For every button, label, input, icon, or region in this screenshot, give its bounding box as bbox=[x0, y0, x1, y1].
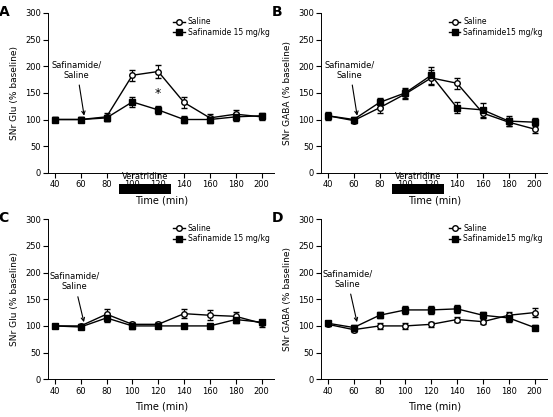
Text: *: * bbox=[155, 87, 161, 100]
Legend: Saline, Safinamide15 mg/kg: Saline, Safinamide15 mg/kg bbox=[448, 17, 544, 38]
Text: D: D bbox=[272, 211, 283, 225]
X-axis label: Time (min): Time (min) bbox=[135, 195, 188, 205]
Text: C: C bbox=[0, 211, 9, 225]
Text: Safinamide/
Saline: Safinamide/ Saline bbox=[322, 269, 372, 321]
Text: B: B bbox=[272, 5, 283, 19]
X-axis label: Time (min): Time (min) bbox=[135, 402, 188, 412]
Y-axis label: SNr GABA (% baseline): SNr GABA (% baseline) bbox=[283, 41, 293, 145]
X-axis label: Time (min): Time (min) bbox=[408, 402, 461, 412]
Text: A: A bbox=[0, 5, 9, 19]
Y-axis label: SNr Glu (% baseline): SNr Glu (% baseline) bbox=[11, 46, 19, 140]
Legend: Saline, Safinamide15 mg/kg: Saline, Safinamide15 mg/kg bbox=[448, 223, 544, 244]
X-axis label: Time (min): Time (min) bbox=[408, 195, 461, 205]
Text: Safinamide/
Saline: Safinamide/ Saline bbox=[325, 60, 375, 115]
Text: Safinamide/
Saline: Safinamide/ Saline bbox=[49, 272, 100, 321]
Legend: Saline, Safinamide 15 mg/kg: Saline, Safinamide 15 mg/kg bbox=[173, 17, 270, 38]
Bar bbox=[393, 184, 444, 193]
Legend: Saline, Safinamide 15 mg/kg: Saline, Safinamide 15 mg/kg bbox=[173, 223, 270, 244]
Y-axis label: SNr Glu (% baseline): SNr Glu (% baseline) bbox=[11, 252, 19, 346]
Y-axis label: SNr GABA (% baseline): SNr GABA (% baseline) bbox=[283, 247, 293, 351]
Bar bbox=[119, 184, 171, 193]
Text: Safinamide/
Saline: Safinamide/ Saline bbox=[51, 60, 102, 115]
Text: Veratridine: Veratridine bbox=[122, 172, 169, 181]
Text: Veratridine: Veratridine bbox=[395, 172, 441, 181]
